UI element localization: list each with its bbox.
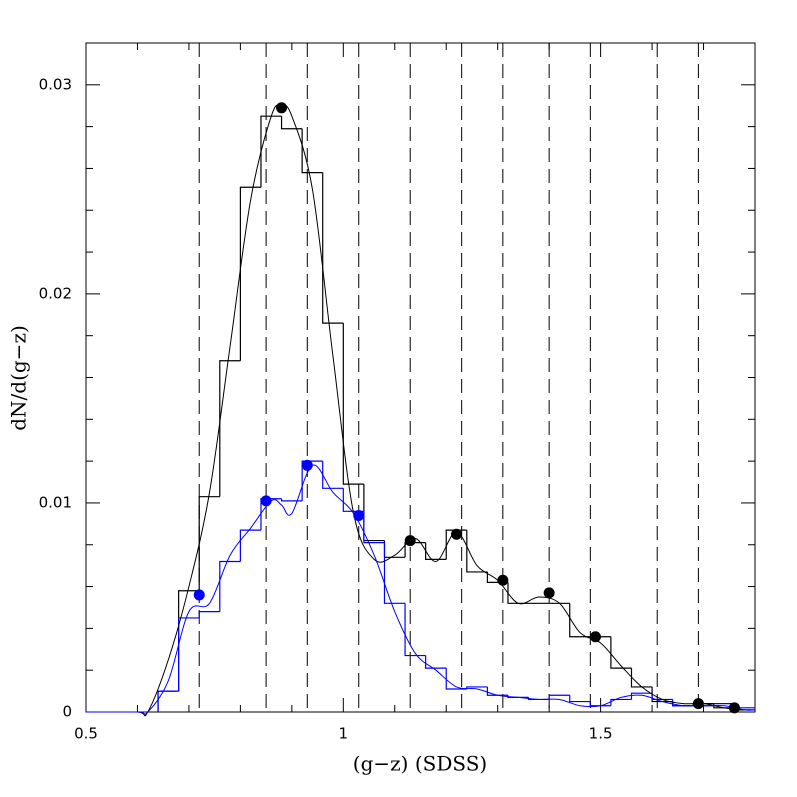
data-point [353, 509, 365, 521]
histogram-step [342, 488, 364, 512]
histogram-step [651, 686, 673, 703]
data-point [451, 528, 463, 540]
y-tick-label: 0.01 [39, 493, 72, 511]
histogram-step [280, 498, 303, 502]
data-point [728, 702, 740, 714]
data-point [260, 495, 272, 507]
data-point [543, 587, 555, 599]
histogram-step [404, 542, 426, 558]
histogram-step [569, 603, 591, 638]
histogram-step [569, 695, 591, 703]
histogram-step [280, 116, 303, 130]
histogram-step [363, 511, 385, 544]
histogram-step [219, 560, 241, 612]
y-tick-label: 0.03 [39, 75, 72, 93]
smooth-curve [86, 464, 756, 715]
data-point [497, 574, 509, 586]
histogram-step [466, 530, 488, 573]
histogram-step [445, 668, 467, 690]
x-axis-title: (g−z) (SDSS) [353, 752, 487, 776]
histogram-step [404, 603, 426, 657]
histogram-step [363, 484, 385, 542]
x-tick-label: 0.5 [74, 725, 98, 743]
histogram-step [630, 692, 653, 700]
histogram-step [630, 668, 653, 688]
histogram-step [610, 698, 632, 706]
data-point [404, 535, 416, 547]
histogram-step [342, 323, 364, 485]
y-tick-label: 0 [62, 703, 72, 721]
histogram-step [198, 611, 220, 618]
histogram-step [383, 542, 406, 604]
histogram-step [157, 690, 179, 712]
histogram-step [178, 617, 200, 692]
x-tick-label: 1.5 [589, 725, 613, 743]
histogram-step [322, 172, 344, 324]
data-point [301, 459, 313, 471]
histogram-step [425, 655, 447, 669]
histogram-step [548, 694, 570, 700]
histogram-step [486, 686, 508, 696]
data-point [193, 589, 205, 601]
histogram-step [260, 498, 282, 531]
x-tick-label: 1 [339, 725, 349, 743]
histogram-step [301, 128, 323, 174]
histogram-step [239, 529, 261, 562]
plot-frame [85, 42, 756, 713]
histogram-step [260, 115, 282, 188]
histogram-step [651, 693, 673, 701]
histogram-step [198, 496, 220, 591]
smooth-curve [86, 104, 756, 717]
data-point [589, 631, 601, 643]
data-point [276, 102, 288, 114]
histogram-step [507, 582, 529, 604]
histogram-step [425, 542, 447, 560]
y-tick-label: 0.02 [39, 284, 72, 302]
y-axis-title: dN/d(g−z) [7, 325, 31, 431]
data-point [692, 698, 704, 710]
histogram-step [322, 461, 344, 489]
histogram-step [589, 701, 611, 707]
histogram-step [239, 186, 261, 361]
histogram-step [610, 636, 632, 669]
histogram-step [219, 360, 241, 497]
